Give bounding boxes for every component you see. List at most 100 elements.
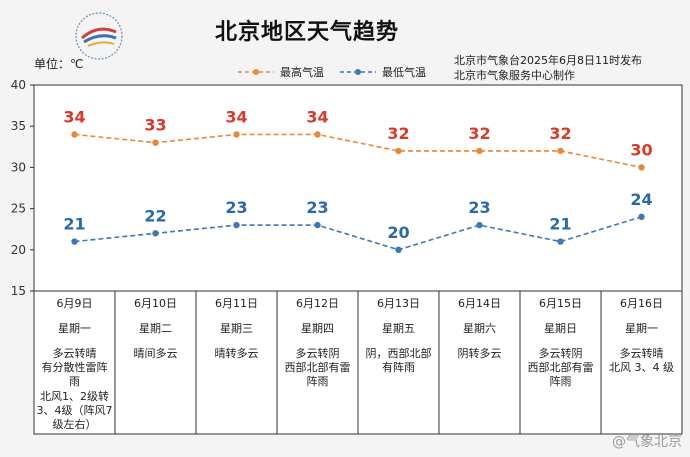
day-weather-line: 多云转阴 <box>538 347 583 360</box>
data-label-high: 34 <box>63 107 85 126</box>
data-point-low <box>557 238 564 245</box>
data-point-high <box>476 147 483 155</box>
data-label-low: 21 <box>549 215 571 234</box>
watermark: @气象北京 <box>612 434 682 450</box>
day-weather: 阴转多云 <box>441 347 518 361</box>
day-wind-line: 级左右） <box>52 418 97 431</box>
series-line-high <box>74 133 642 169</box>
day-cell: 6月9日 星期一 多云转晴 有分散性雷阵雨北风1、2级转 3、4级（阵风7 级左右） <box>36 297 113 432</box>
chart-title: 北京地区天气趋势 <box>215 20 400 45</box>
day-cell: 6月12日星期四多云转阴 西部北部有雷 阵雨 <box>279 297 356 389</box>
data-label-low: 23 <box>468 198 490 217</box>
day-weather: 晴间多云 <box>117 347 194 361</box>
data-point-high <box>71 131 78 138</box>
data-point-low <box>395 246 402 253</box>
series-line-low <box>74 216 642 251</box>
y-tick-label: 40 <box>11 78 26 92</box>
day-weekday: 星期四 <box>301 322 334 335</box>
day-date: 6月14日 <box>458 297 501 310</box>
day-weather-line: 晴转多云 <box>214 347 259 360</box>
data-label-high: 32 <box>549 124 571 143</box>
data-label-low: 24 <box>630 190 652 209</box>
day-weekday: 星期二 <box>139 322 172 335</box>
y-tick-label: 30 <box>11 160 26 174</box>
day-weather-line: 多云转晴 <box>619 347 664 360</box>
day-wind-line: 北风1、2级转 <box>40 390 109 403</box>
day-cell: 6月10日 星期二 晴间多云 <box>117 297 194 361</box>
data-label-low: 23 <box>225 198 247 217</box>
data-point-high <box>638 164 645 171</box>
data-point-low <box>314 221 321 229</box>
data-label-high: 33 <box>144 116 166 135</box>
day-weather: 晴转多云 <box>198 347 275 361</box>
legend-low-swatch <box>340 69 376 75</box>
day-weather-line: 雨 <box>69 375 80 388</box>
day-date: 6月15日 <box>539 297 582 310</box>
data-point-high <box>557 147 564 155</box>
logo-emblem <box>75 12 123 60</box>
legend-high-swatch <box>238 69 274 75</box>
day-weather-line: 阴转多云 <box>457 347 502 360</box>
day-weekday: 星期一 <box>58 322 91 335</box>
day-weather: 多云转阴 西部北部有雷 阵雨 <box>279 347 356 389</box>
y-tick-label: 35 <box>11 119 26 133</box>
y-tick-label: 20 <box>11 243 26 257</box>
data-point-high <box>314 131 321 138</box>
day-weekday: 星期一 <box>625 322 658 335</box>
day-weather-line: 晴间多云 <box>133 347 178 360</box>
data-point-high <box>395 147 402 155</box>
day-weather-line: 西部北部有雷 <box>284 361 351 374</box>
day-date: 6月16日 <box>620 297 663 310</box>
data-point-low <box>233 221 240 229</box>
data-label-low: 23 <box>306 198 328 217</box>
day-weather-line: 阴，西部北部 <box>365 347 432 360</box>
data-label-high: 34 <box>225 107 247 126</box>
day-weather: 多云转晴 北风 3、4 级 <box>603 347 680 375</box>
data-point-low <box>152 230 159 237</box>
data-label-high: 32 <box>387 124 409 143</box>
day-weather-line: 有阵雨 <box>382 361 415 374</box>
data-point-low <box>71 238 78 245</box>
data-label-high: 32 <box>468 124 490 143</box>
data-point-low <box>638 213 645 221</box>
day-cell: 6月15日 星期日 多云转阴 西部北部有雷 阵雨 <box>522 297 599 389</box>
day-weather-line: 北风 3、4 级 <box>609 361 674 374</box>
data-point-high <box>233 131 240 138</box>
day-weather: 多云转晴 有分散性雷阵雨 <box>36 347 113 389</box>
day-cell: 6月13日星期五阴，西部北部 有阵雨 <box>360 297 437 375</box>
day-weather-line: 阵雨 <box>306 375 329 388</box>
data-label-low: 21 <box>63 215 85 234</box>
data-label-low: 20 <box>387 223 409 242</box>
day-date: 6月11日 <box>215 297 258 310</box>
day-weekday: 星期五 <box>382 322 415 335</box>
day-cell: 6月16日星期一多云转晴 北风 3、4 级 <box>603 297 680 375</box>
day-cell: 6月11日星期三晴转多云 <box>198 297 275 361</box>
day-wind-line: 3、4级（阵风7 <box>36 404 113 417</box>
day-weekday: 星期三 <box>220 322 253 335</box>
legend-high: 最高气温 <box>238 64 324 80</box>
issuer-info: 北京市气象台2025年6月8日11时发布 北京市气象服务中心制作 <box>454 53 642 83</box>
day-weekday: 星期六 <box>463 322 496 335</box>
data-point-high <box>152 139 159 146</box>
day-date: 6月12日 <box>296 297 339 310</box>
day-weather: 阴，西部北部 有阵雨 <box>360 347 437 375</box>
day-date: 6月13日 <box>377 297 420 310</box>
day-weather-line: 西部北部有雷 <box>527 361 594 374</box>
legend-low: 最低气温 <box>340 64 426 80</box>
issuer-line-2: 北京市气象服务中心制作 <box>454 69 575 82</box>
y-tick-label: 25 <box>11 202 26 216</box>
day-weather-line: 多云转晴 <box>52 347 97 360</box>
day-weather-line: 阵雨 <box>549 375 572 388</box>
data-label-high: 30 <box>630 140 652 159</box>
day-weather-line: 有分散性雷阵 <box>41 361 108 374</box>
day-cell: 6月14日星期六阴转多云 <box>441 297 518 361</box>
data-label-low: 22 <box>144 206 166 225</box>
legend-high-label: 最高气温 <box>280 66 324 79</box>
day-weather-line: 多云转阴 <box>295 347 340 360</box>
data-point-low <box>476 221 483 229</box>
unit-label: 单位：℃ <box>34 57 84 71</box>
data-label-high: 34 <box>306 107 328 126</box>
day-weather: 多云转阴 西部北部有雷 阵雨 <box>522 347 599 389</box>
